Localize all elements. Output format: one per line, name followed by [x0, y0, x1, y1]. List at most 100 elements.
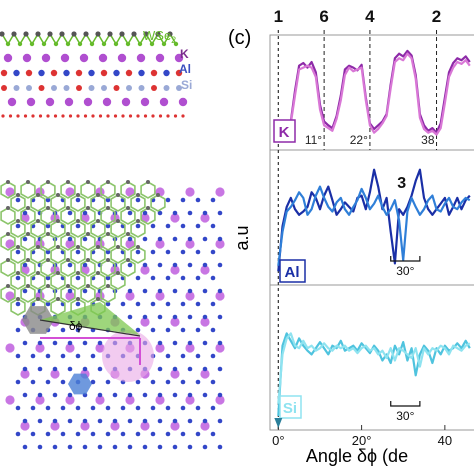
al-lattice-atom	[30, 405, 36, 411]
se-top-atom	[96, 271, 100, 275]
k-atom	[83, 97, 93, 107]
wse2-hexagon	[60, 259, 76, 277]
w-atom	[89, 41, 95, 47]
wse2-hexagon	[30, 272, 46, 290]
k-lattice-atom	[215, 239, 225, 249]
wse2-hexagon	[20, 285, 36, 303]
se-atom	[35, 31, 41, 37]
se-top-atom	[56, 271, 60, 275]
al-lattice-atom	[135, 197, 141, 203]
se-atom	[0, 31, 5, 37]
k-lattice-atom	[140, 317, 150, 327]
se-top-atom	[46, 258, 50, 262]
se-atom	[23, 31, 29, 37]
al-lattice-atom	[60, 431, 66, 437]
w-atom	[101, 41, 107, 47]
se-atom	[95, 31, 101, 37]
se-top-atom	[106, 180, 110, 184]
se-top-atom	[86, 180, 90, 184]
al-lattice-atom	[127, 314, 133, 320]
k-lattice-atom	[65, 291, 75, 301]
al-lattice-atom	[202, 288, 208, 294]
al-lattice-atom	[105, 249, 111, 255]
se-atom	[71, 31, 77, 37]
al-lattice-atom	[187, 366, 193, 372]
x-tick-label: 20°	[352, 433, 372, 448]
se-top-atom	[76, 219, 80, 223]
k-lattice-atom	[185, 395, 195, 405]
al-lattice-atom	[172, 340, 178, 346]
k-lattice-atom	[170, 213, 180, 223]
al-lattice-atom	[30, 353, 36, 359]
al-lattice-atom	[97, 444, 103, 450]
si-o-atom	[13, 85, 20, 91]
wse2-hexagon	[20, 233, 36, 251]
k-atom	[117, 53, 127, 63]
k-lattice-atom	[110, 421, 120, 431]
k-lattice-atom	[215, 291, 225, 301]
wse2-hexagon	[30, 246, 46, 264]
angle-label: 22°	[350, 133, 368, 147]
bracket-label: 30°	[396, 264, 414, 278]
se-top-atom	[106, 232, 110, 236]
al-lattice-atom	[60, 405, 66, 411]
al-lattice-atom	[22, 392, 28, 398]
al-lattice-atom	[105, 431, 111, 437]
se-top-atom	[16, 219, 20, 223]
al-lattice-atom	[15, 223, 21, 229]
wse2-hexagon	[120, 207, 136, 225]
wse2-hexagon	[90, 220, 106, 238]
al-lattice-atom	[75, 223, 81, 229]
wse2-hexagon	[70, 246, 86, 264]
wse2-hexagon	[10, 220, 26, 238]
k-lattice-atom	[155, 291, 165, 301]
al-o-atom	[50, 69, 58, 77]
se-top-atom	[76, 193, 80, 197]
al-lattice-atom	[172, 418, 178, 424]
wse2-hexagon	[120, 233, 136, 251]
al-lattice-atom	[165, 249, 171, 255]
al-lattice-atom	[202, 210, 208, 216]
al-lattice-atom	[172, 366, 178, 372]
se-top-atom	[6, 258, 10, 262]
bracket	[390, 256, 421, 262]
al-lattice-atom	[142, 262, 148, 268]
k-lattice-atom	[65, 395, 75, 405]
al-lattice-atom	[210, 249, 216, 255]
al-lattice-atom	[195, 379, 201, 385]
panel-label: Si	[283, 400, 297, 417]
al-lattice-atom	[82, 444, 88, 450]
se-atom	[131, 31, 137, 37]
o-atom	[151, 114, 155, 118]
wse2-label: WSe2	[143, 28, 176, 45]
series-line-k-2	[277, 52, 471, 136]
al-lattice-atom	[202, 314, 208, 320]
al-lattice-atom	[210, 431, 216, 437]
al-lattice-atom	[127, 262, 133, 268]
o-atom	[23, 114, 28, 118]
se-top-atom	[46, 180, 50, 184]
al-lattice-atom	[45, 301, 51, 307]
o-atom	[106, 114, 110, 118]
wse2-hexagon	[120, 259, 136, 277]
al-lattice-atom	[165, 379, 171, 385]
se-top-atom	[16, 193, 20, 197]
al-lattice-atom	[180, 431, 186, 437]
o-atom	[38, 114, 43, 118]
se-top-atom	[56, 245, 60, 249]
al-lattice-atom	[105, 223, 111, 229]
al-lattice-atom	[195, 249, 201, 255]
wse2-hexagon	[120, 181, 136, 199]
se-atom	[143, 31, 149, 37]
al-lattice-atom	[67, 418, 73, 424]
al-lattice-atom	[60, 353, 66, 359]
layer-stack-side-view	[0, 31, 188, 118]
k-lattice-atom	[20, 421, 30, 431]
bracket	[390, 401, 421, 407]
w-atom	[125, 41, 131, 47]
se-top-atom	[86, 206, 90, 210]
wse2-hexagon	[70, 272, 86, 290]
al-lattice-atom	[75, 249, 81, 255]
k-lattice-atom	[155, 239, 165, 249]
al-lattice-atom	[157, 262, 163, 268]
